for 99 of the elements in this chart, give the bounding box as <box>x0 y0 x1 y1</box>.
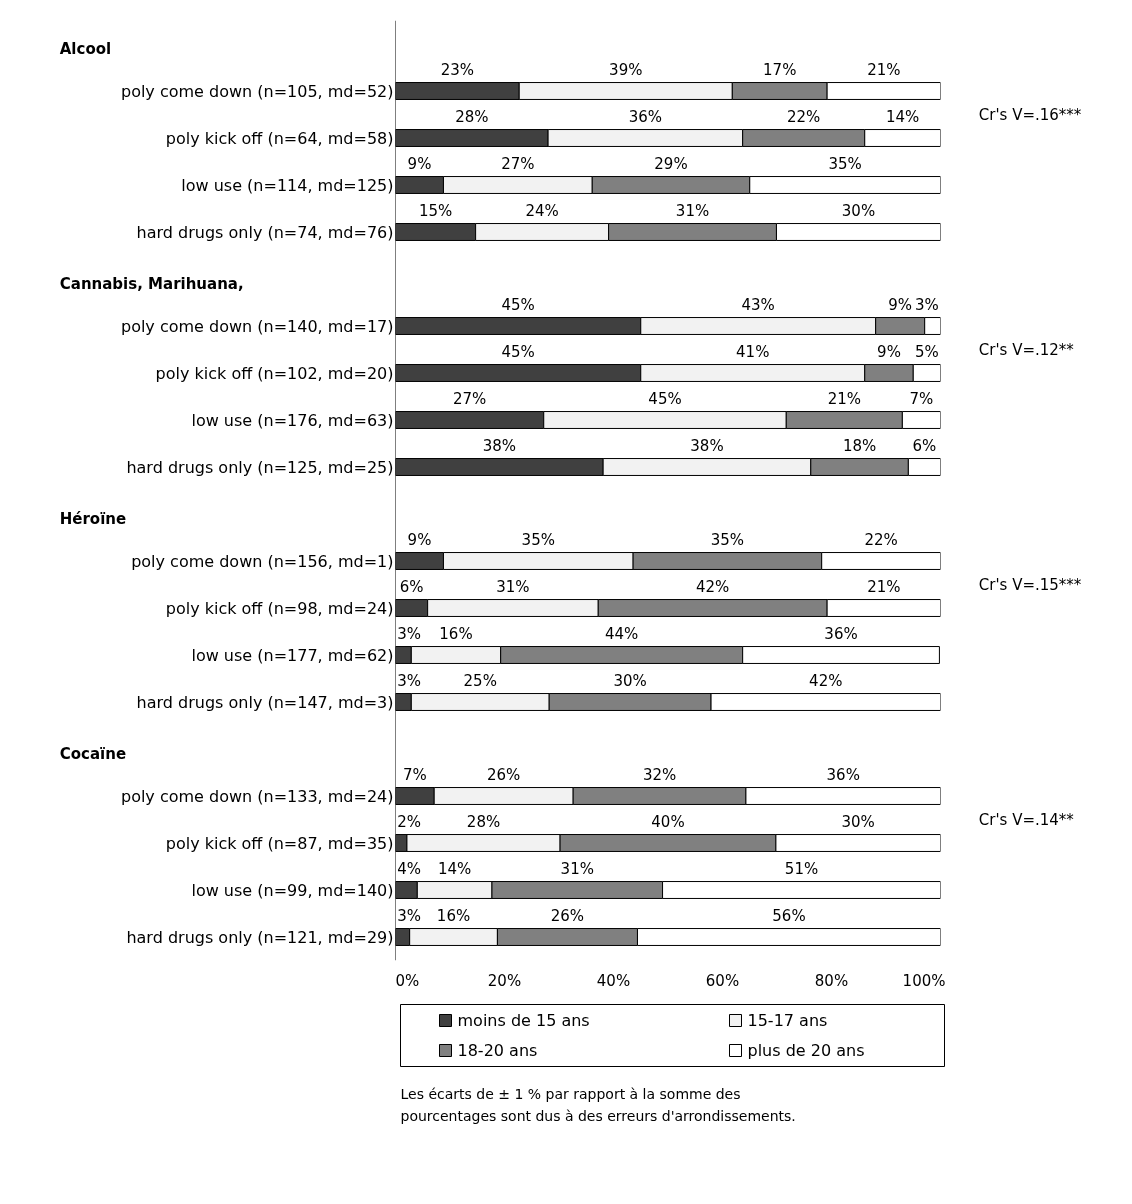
data-label: 28% <box>466 813 501 832</box>
data-label: 25% <box>463 672 497 691</box>
y-tick-label: hard drugs only (n=125, md=25) <box>126 457 394 477</box>
data-label: 3% <box>397 907 422 926</box>
data-label: 35% <box>828 155 862 174</box>
data-label: 16% <box>436 907 471 926</box>
text: Cr's V=.12** <box>978 340 1075 359</box>
legend-label: 15-17 ans <box>747 1011 828 1030</box>
data-label: 44% <box>605 625 639 644</box>
data-label: 22% <box>787 108 821 127</box>
y-tick-label: poly kick off (n=87, md=35) <box>165 833 394 853</box>
data-label: 43% <box>741 296 775 315</box>
data-label: 9% <box>877 343 901 362</box>
text: Héroïne <box>59 509 127 528</box>
data-label: 3% <box>914 296 939 315</box>
data-label: 15% <box>418 202 453 221</box>
y-tick-label: hard drugs only (n=121, md=29) <box>126 927 394 947</box>
data-label: 30% <box>613 672 647 691</box>
y-tick-label: hard drugs only (n=147, md=3) <box>136 692 394 712</box>
text: Cocaïne <box>59 744 127 763</box>
text: Alcool <box>59 39 112 58</box>
data-label: 22% <box>864 531 898 550</box>
legend-label: 18-20 ans <box>457 1041 538 1060</box>
data-label: 38% <box>482 437 516 456</box>
data-label: 39% <box>609 61 643 80</box>
data-label: 41% <box>736 343 770 362</box>
data-label: 21% <box>827 390 861 409</box>
data-label: 6% <box>912 437 937 456</box>
data-label: 28% <box>455 108 489 127</box>
data-label: 23% <box>440 61 475 80</box>
y-tick-label: poly kick off (n=98, md=24) <box>165 598 394 618</box>
data-label: 29% <box>654 155 688 174</box>
data-label: 21% <box>867 61 901 80</box>
y-tick-label: poly come down (n=140, md=17) <box>120 316 394 336</box>
data-label: 31% <box>675 202 710 221</box>
text: Cr's V=.14** <box>978 810 1075 829</box>
text: Cannabis, Marihuana, <box>59 274 244 293</box>
data-label: 4% <box>397 860 422 879</box>
legend-label: moins de 15 ans <box>457 1011 590 1030</box>
data-label: 3% <box>397 625 422 644</box>
data-label: 45% <box>501 296 535 315</box>
y-tick-label: poly kick off (n=64, md=58) <box>165 128 394 148</box>
x-tick-label: 40% <box>596 971 631 990</box>
y-tick-label: low use (n=114, md=125) <box>181 175 394 195</box>
data-label: 35% <box>521 531 555 550</box>
data-label: 35% <box>710 531 745 550</box>
data-label: 24% <box>525 202 559 221</box>
data-label: 36% <box>628 108 663 127</box>
data-label: 16% <box>439 625 473 644</box>
data-label: 51% <box>784 860 819 879</box>
data-label: 18% <box>842 437 877 456</box>
y-tick-label: poly come down (n=105, md=52) <box>120 81 394 101</box>
y-tick-label: poly kick off (n=102, md=20) <box>155 363 394 383</box>
data-label: 7% <box>402 766 427 785</box>
data-label: 36% <box>824 625 858 644</box>
data-label: 7% <box>909 390 934 409</box>
y-tick-label: low use (n=176, md=63) <box>191 410 394 430</box>
x-tick-label: 100% <box>902 971 946 990</box>
y-tick-label: low use (n=177, md=62) <box>191 645 394 665</box>
data-label: 27% <box>501 155 535 174</box>
data-label: 2% <box>397 813 422 832</box>
text: Cr's V=.15*** <box>978 575 1082 594</box>
y-tick-label: low use (n=99, md=140) <box>191 880 394 900</box>
data-label: 27% <box>452 390 487 409</box>
y-tick-label: poly come down (n=156, md=1) <box>131 551 394 571</box>
data-label: 14% <box>885 108 920 127</box>
data-label: 31% <box>560 860 594 879</box>
data-label: 21% <box>867 578 901 597</box>
data-label: 17% <box>763 61 797 80</box>
data-label: 30% <box>841 813 875 832</box>
x-tick-label: 20% <box>487 971 522 990</box>
data-label: 26% <box>487 766 521 785</box>
y-tick-label: hard drugs only (n=74, md=76) <box>136 222 394 242</box>
data-label: 56% <box>772 907 806 926</box>
data-label: 42% <box>809 672 843 691</box>
data-label: 45% <box>648 390 682 409</box>
data-label: 45% <box>501 343 535 362</box>
y-tick-label: poly come down (n=133, md=24) <box>120 786 394 806</box>
text: Cr's V=.16*** <box>978 105 1082 124</box>
data-label: 32% <box>642 766 677 785</box>
data-label: 5% <box>914 343 939 362</box>
data-label: 26% <box>550 907 585 926</box>
data-label: 36% <box>826 766 860 785</box>
legend-label: plus de 20 ans <box>747 1041 865 1060</box>
data-label: 38% <box>690 437 724 456</box>
data-label: 9% <box>407 531 432 550</box>
data-label: 30% <box>841 202 876 221</box>
text: Les écarts de ± 1 % par rapport à la somme des pourcentages sont dus à des erreurs d'arrondissements. <box>400 1085 796 1124</box>
data-label: 9% <box>888 296 913 315</box>
data-label: 42% <box>696 578 730 597</box>
data-label: 40% <box>651 813 685 832</box>
data-label: 3% <box>397 672 422 691</box>
data-label: 9% <box>407 155 432 174</box>
x-tick-label: 60% <box>705 971 740 990</box>
data-label: 14% <box>437 860 472 879</box>
x-tick-label: 80% <box>814 971 849 990</box>
data-label: 31% <box>496 578 530 597</box>
data-label: 6% <box>399 578 424 597</box>
x-tick-label: 0% <box>395 971 420 990</box>
